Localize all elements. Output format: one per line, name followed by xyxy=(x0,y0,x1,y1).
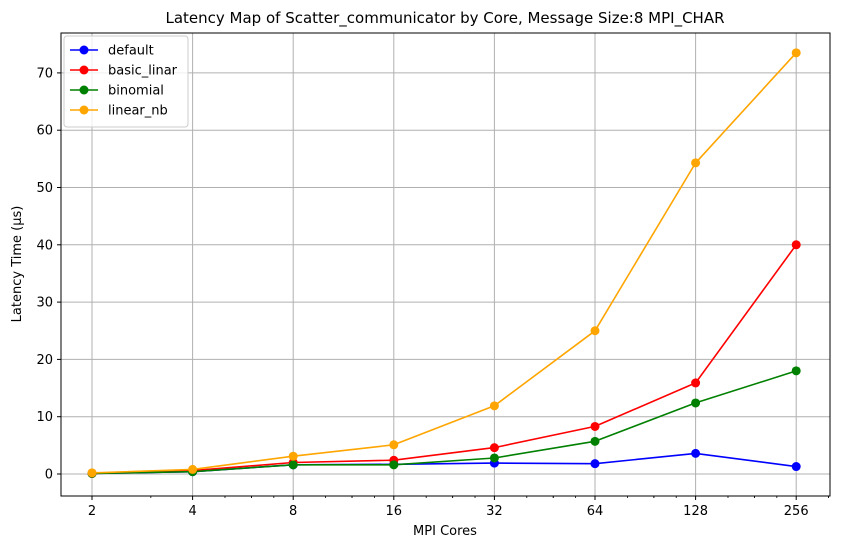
y-tick-label: 60 xyxy=(36,124,53,139)
data-point-basic_linar xyxy=(691,378,701,388)
data-point-binomial xyxy=(590,436,600,446)
series-line-binomial xyxy=(91,370,797,475)
data-point-linear_nb xyxy=(389,440,399,450)
legend-marker-basic_linar xyxy=(79,65,89,75)
data-point-linear_nb xyxy=(590,326,600,336)
data-point-linear_nb xyxy=(288,451,298,461)
chart-title: Latency Map of Scatter_communicator by C… xyxy=(165,9,724,28)
data-point-binomial xyxy=(489,453,499,463)
legend-label-basic_linar: basic_linar xyxy=(108,64,178,79)
legend-label-default: default xyxy=(108,44,154,59)
series-line-basic_linar xyxy=(91,244,797,475)
x-tick-label: 128 xyxy=(683,504,708,519)
data-point-linear_nb xyxy=(87,468,97,478)
series-layer xyxy=(87,48,801,478)
y-tick-label: 10 xyxy=(36,410,53,425)
data-point-default xyxy=(691,448,701,458)
x-tick-label: 32 xyxy=(486,504,503,519)
y-tick-label: 30 xyxy=(36,296,53,311)
data-point-default xyxy=(791,462,801,472)
x-tick-label: 4 xyxy=(188,504,196,519)
axis-layer: 2 4 8 16 32 64 128 256 0 10 20 30 40 50 60 70 xyxy=(36,66,829,519)
plot-frame xyxy=(60,32,831,497)
legend-label-binomial: binomial xyxy=(108,84,164,99)
data-point-binomial xyxy=(791,366,801,376)
data-point-linear_nb xyxy=(791,48,801,58)
data-point-binomial xyxy=(691,398,701,408)
legend-label-linear_nb: linear_nb xyxy=(108,104,168,119)
series-line-linear_nb xyxy=(91,52,797,474)
y-tick-label: 20 xyxy=(36,353,53,368)
x-tick-label: 256 xyxy=(784,504,809,519)
y-tick-label: 50 xyxy=(36,181,53,196)
y-tick-label: 0 xyxy=(45,468,53,483)
data-point-basic_linar xyxy=(489,443,499,453)
legend-marker-default xyxy=(79,45,89,55)
legend-marker-linear_nb xyxy=(79,105,89,115)
data-point-linear_nb xyxy=(691,158,701,168)
x-tick-label: 16 xyxy=(386,504,403,519)
y-tick-label: 40 xyxy=(36,238,53,253)
x-tick-label: 8 xyxy=(289,504,297,519)
legend: default basic_linar binomial linear_nb xyxy=(63,35,189,128)
y-tick-label: 70 xyxy=(36,66,53,81)
data-point-linear_nb xyxy=(188,464,198,474)
data-point-basic_linar xyxy=(791,240,801,250)
data-point-default xyxy=(590,459,600,469)
x-tick-label: 64 xyxy=(587,504,604,519)
legend-box xyxy=(63,35,189,128)
data-point-basic_linar xyxy=(590,421,600,431)
data-point-binomial xyxy=(389,460,399,470)
y-axis-label: Latency Time (µs) xyxy=(10,206,25,323)
x-axis-label: MPI Cores xyxy=(413,524,477,539)
data-point-binomial xyxy=(288,460,298,470)
x-tick-label: 2 xyxy=(88,504,96,519)
data-point-linear_nb xyxy=(489,401,499,411)
legend-marker-binomial xyxy=(79,85,89,95)
